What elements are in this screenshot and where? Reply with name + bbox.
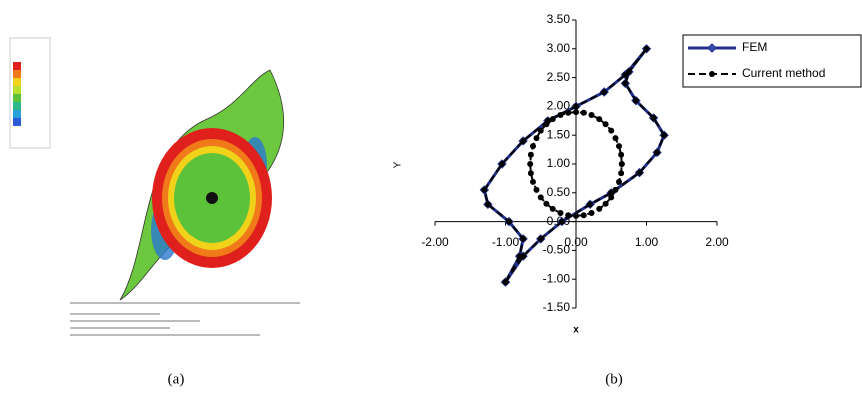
info-text-line: [70, 302, 300, 304]
point: [534, 135, 540, 141]
point: [589, 112, 595, 118]
point: [622, 72, 628, 78]
x-tick-label: -2.00: [421, 235, 449, 249]
y-tick-label: -1.00: [543, 271, 571, 285]
info-text-line: [70, 334, 260, 336]
y-tick-label: 1.00: [547, 156, 571, 170]
point: [587, 201, 593, 207]
contour-swatch: [13, 78, 21, 86]
point: [499, 161, 505, 167]
point: [603, 121, 609, 127]
point: [616, 143, 622, 149]
contour-center: [206, 192, 218, 204]
contour-swatch: [13, 62, 21, 70]
contour-swatch: [13, 118, 21, 126]
point: [608, 194, 614, 200]
point: [619, 161, 625, 167]
point: [543, 201, 549, 207]
point: [596, 206, 602, 212]
point: [485, 201, 491, 207]
figure: (a) (b) x Y -2.00-1.000.001.002.00-1.50-…: [0, 0, 862, 393]
point: [608, 128, 614, 134]
y-tick-label: 3.50: [547, 12, 571, 26]
point: [506, 219, 512, 225]
point: [581, 212, 587, 218]
contour-swatch: [13, 86, 21, 94]
point: [530, 143, 536, 149]
point: [622, 80, 628, 86]
point: [612, 135, 618, 141]
point: [538, 128, 544, 134]
point: [543, 121, 549, 127]
legend-label: FEM: [742, 40, 767, 54]
point: [651, 115, 657, 121]
info-text-line: [70, 313, 160, 315]
point: [538, 194, 544, 200]
legend-marker: [709, 71, 715, 77]
fem-contour-image: [10, 38, 300, 336]
point: [565, 110, 571, 116]
y-tick-label: -1.50: [543, 300, 571, 314]
point: [557, 210, 563, 216]
point: [612, 187, 618, 193]
x-axis-label: x: [573, 325, 579, 336]
point: [559, 219, 565, 225]
point: [481, 187, 487, 193]
legend-label: Current method: [742, 66, 825, 80]
point: [528, 170, 534, 176]
point: [661, 132, 667, 138]
point: [520, 138, 526, 144]
point: [573, 213, 579, 219]
y-tick-label: 2.50: [547, 70, 571, 84]
point: [550, 116, 556, 122]
contour-swatch: [13, 102, 21, 110]
contour-swatch: [13, 110, 21, 118]
point: [528, 152, 534, 158]
point: [589, 210, 595, 216]
point: [573, 103, 579, 109]
x-tick-label: 1.00: [635, 235, 659, 249]
info-text-line: [70, 320, 200, 322]
point: [527, 161, 533, 167]
contour-swatch: [13, 70, 21, 78]
point: [596, 116, 602, 122]
x-tick-label: 2.00: [705, 235, 729, 249]
point: [618, 170, 624, 176]
point: [633, 98, 639, 104]
point: [550, 206, 556, 212]
y-tick-label: 3.00: [547, 41, 571, 55]
point: [618, 152, 624, 158]
point: [520, 236, 526, 242]
point: [517, 253, 523, 259]
point: [573, 109, 579, 115]
point: [654, 149, 660, 155]
x-tick-label: -1.00: [492, 235, 520, 249]
point: [636, 170, 642, 176]
y-tick-label: -0.50: [543, 243, 571, 257]
contour-swatch: [13, 94, 21, 102]
y-tick-label: 0.50: [547, 185, 571, 199]
point: [557, 112, 563, 118]
point: [644, 46, 650, 52]
info-text-line: [70, 327, 170, 329]
caption: (b): [605, 371, 623, 387]
point: [616, 179, 622, 185]
point: [603, 201, 609, 207]
caption: (a): [168, 371, 185, 387]
point: [581, 110, 587, 116]
y-tick-label: 1.50: [547, 127, 571, 141]
point: [530, 179, 536, 185]
point: [565, 212, 571, 218]
point: [538, 236, 544, 242]
point: [503, 279, 509, 285]
point: [534, 187, 540, 193]
y-axis-label: Y: [393, 161, 404, 168]
point: [601, 89, 607, 95]
